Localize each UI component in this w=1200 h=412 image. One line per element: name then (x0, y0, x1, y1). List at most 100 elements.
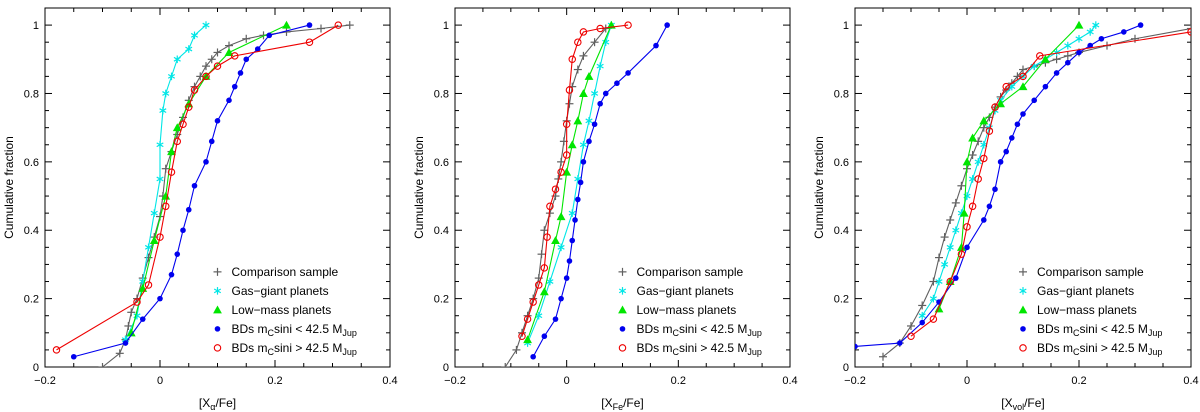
plot-area (52, 20, 354, 367)
plus-marker (115, 349, 124, 358)
plus-marker (161, 164, 170, 173)
circle-marker (980, 154, 988, 163)
plus-marker (124, 321, 133, 330)
legend-star-marker-arm (213, 288, 222, 294)
legend-circle-marker (1019, 344, 1027, 352)
legend-label: BDs mCsini > 42.5 MJup (637, 341, 762, 357)
plus-marker (979, 123, 988, 132)
plus-marker (940, 233, 949, 242)
circle-marker (529, 298, 537, 306)
star-marker-arm (929, 296, 937, 302)
legend-plus-marker (1019, 267, 1027, 276)
legend-label-sub: C (1073, 347, 1080, 357)
plot-area (855, 20, 1191, 361)
star-marker (929, 294, 937, 303)
circle-marker (624, 21, 632, 29)
legend-entry-gas: Gas−giant planets (618, 284, 734, 298)
y-axis-label: Cumulative fraction (412, 136, 426, 239)
triangle-marker (282, 20, 291, 29)
y-tick-label: 1 (843, 20, 849, 32)
x-tick-label: 0 (157, 375, 163, 387)
circle-marker (991, 103, 999, 111)
legend-label: Gas−giant planets (637, 284, 734, 298)
star-marker (557, 243, 565, 252)
dot-marker (157, 295, 163, 302)
x-tick-label: 0.2 (1071, 375, 1086, 387)
y-tick-label: 0 (443, 362, 449, 374)
legend-label: Low−mass planets (637, 303, 737, 317)
plus-marker (207, 55, 216, 64)
dot-marker (997, 159, 1004, 165)
legend-label: Low−mass planets (232, 303, 332, 317)
legend-entry-low: Low−mass planets (618, 303, 736, 317)
star-marker (568, 209, 576, 217)
star-marker-arm (941, 262, 949, 267)
legend-circle-marker (213, 344, 222, 352)
circle-marker (173, 137, 182, 146)
dot-marker (614, 80, 620, 87)
dot-marker (575, 196, 581, 203)
triangle-marker (523, 335, 532, 344)
legend-label-sub: Jup (1148, 347, 1163, 357)
x-axis-label-sub: Fe (613, 402, 624, 412)
star-marker-arm (156, 142, 164, 148)
triangle-marker (1041, 54, 1050, 63)
dot-marker (306, 22, 313, 28)
legend-label: BDs mCsini < 42.5 MJup (232, 322, 357, 338)
circle-marker (162, 202, 170, 211)
star-marker-arm (190, 32, 199, 38)
star-marker-arm (156, 176, 164, 182)
series-line-2 (527, 24, 612, 340)
triangle-marker (1018, 82, 1028, 91)
y-tick-label: 1 (33, 20, 39, 32)
dot-marker (1042, 83, 1049, 90)
circle-marker (231, 52, 239, 60)
dot-marker (237, 70, 244, 76)
y-tick-label: 0.8 (24, 88, 39, 100)
star-marker-arm (1086, 29, 1094, 35)
legend-label-prefix: BDs m (232, 322, 268, 336)
dot-marker (602, 90, 609, 97)
x-axis-label-tail: /Fe] (623, 396, 644, 410)
dot-marker (986, 203, 993, 210)
plus-marker (946, 215, 955, 224)
dot-marker (214, 118, 221, 124)
plus-marker (127, 308, 136, 317)
star-marker-arm (159, 108, 167, 113)
star-marker-arm (602, 39, 610, 45)
circle-marker (596, 24, 604, 33)
star-marker (202, 21, 210, 29)
plus-marker (202, 62, 210, 71)
star-marker-arm (952, 227, 960, 233)
legend-label: BDs mCsini > 42.5 MJup (1037, 341, 1162, 357)
legend-label: BDs mCsini < 42.5 MJup (637, 322, 762, 338)
triangle-marker (567, 140, 577, 149)
circle-marker (963, 223, 971, 231)
plus-marker (879, 352, 887, 361)
plus-marker (957, 181, 966, 190)
circle-marker (946, 277, 954, 286)
dot-marker (1053, 70, 1060, 76)
star-marker-arm (173, 56, 181, 62)
circle-marker (534, 281, 543, 289)
x-tick-label: −0.2 (844, 375, 866, 387)
circle-marker (518, 332, 526, 340)
plus-marker (1063, 51, 1072, 60)
series-line-1 (125, 24, 207, 340)
x-axis-label: [XFe/Fe] (601, 396, 644, 412)
circle-marker (551, 185, 560, 193)
circle-marker (907, 332, 915, 340)
legend: Comparison sample Gas−giant planets Low−ma… (618, 265, 762, 357)
dot-marker (1087, 42, 1093, 49)
legend-label: Low−mass planets (1037, 303, 1137, 317)
star-marker-arm (596, 63, 604, 69)
legend-entry-comparison: Comparison sample (618, 265, 744, 279)
x-tick-label: 0.2 (267, 375, 282, 387)
series-line-4 (56, 24, 339, 351)
legend-entry-bd_low: BDs mCsini < 42.5 MJup (1020, 322, 1162, 338)
dot-marker (964, 244, 970, 251)
circle-marker (1019, 72, 1027, 81)
star-marker (159, 106, 167, 115)
legend-label: Comparison sample (637, 265, 744, 279)
